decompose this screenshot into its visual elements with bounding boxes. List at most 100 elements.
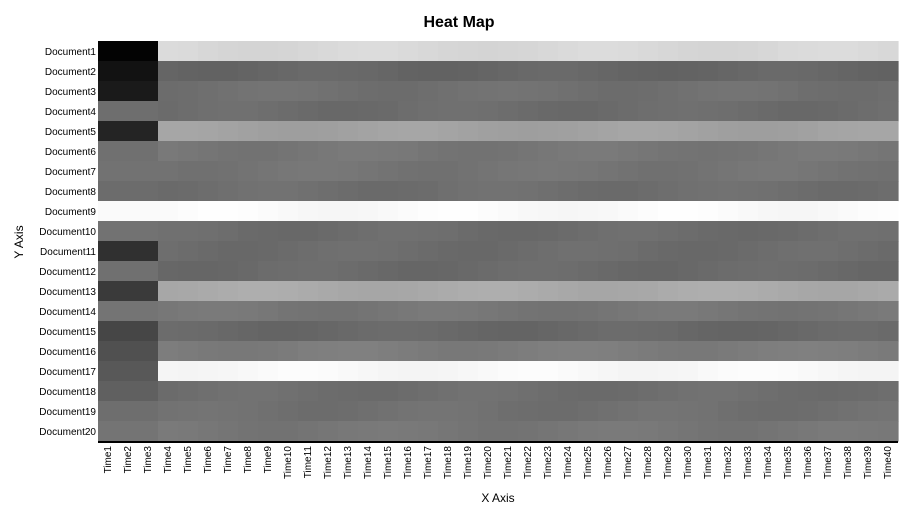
heatmap-cell	[418, 221, 439, 242]
heatmap-cell	[718, 321, 739, 342]
heatmap-cell	[98, 301, 119, 322]
heatmap-cell	[638, 281, 659, 302]
heatmap-cell	[478, 381, 499, 402]
heatmap-cell	[458, 241, 479, 262]
heatmap-cell	[498, 101, 519, 122]
x-tick-label: Time4	[163, 446, 174, 474]
heatmap-cell	[858, 321, 879, 342]
heatmap-cell	[818, 41, 839, 62]
heatmap-cell	[298, 121, 319, 142]
heatmap-cell	[498, 61, 519, 82]
heatmap-cell	[358, 261, 379, 282]
heatmap-cell	[538, 261, 559, 282]
heatmap-cell	[698, 261, 719, 282]
heatmap-cell	[438, 261, 459, 282]
heatmap-cell	[298, 341, 319, 362]
heatmap-cell	[678, 281, 699, 302]
heatmap-cell	[818, 261, 839, 282]
heatmap-cell	[538, 281, 559, 302]
heatmap-cell	[558, 221, 579, 242]
heatmap-cell	[138, 41, 159, 62]
heatmap-cell	[738, 141, 759, 162]
heatmap-cell	[478, 141, 499, 162]
heatmap-cell	[278, 241, 299, 262]
heatmap-cell	[698, 361, 719, 382]
heatmap-cell	[458, 101, 479, 122]
heatmap-cell	[258, 201, 279, 222]
heatmap-cell	[118, 161, 139, 182]
heatmap-cell	[358, 101, 379, 122]
heatmap-cell	[858, 381, 879, 402]
heatmap-cell	[618, 161, 639, 182]
heatmap-cell	[498, 201, 519, 222]
heatmap-cell	[158, 321, 179, 342]
heatmap-cell	[738, 421, 759, 442]
heatmap-cell	[458, 61, 479, 82]
heatmap-cell	[818, 381, 839, 402]
heatmap-cell	[298, 161, 319, 182]
heatmap-cell	[578, 101, 599, 122]
x-tick-label: Time8	[243, 446, 254, 474]
y-tick-label: Document8	[45, 187, 97, 198]
y-tick-label: Document12	[39, 267, 96, 278]
heatmap-cell	[818, 361, 839, 382]
heatmap-cell	[518, 341, 539, 362]
heatmap-cell	[278, 281, 299, 302]
heatmap-cell	[558, 81, 579, 102]
heatmap-cell	[138, 61, 159, 82]
heatmap-cell	[518, 261, 539, 282]
heatmap-cell	[738, 221, 759, 242]
heatmap-cell	[838, 341, 859, 362]
heatmap-cell	[278, 101, 299, 122]
heatmap-cell	[798, 81, 819, 102]
y-tick-label: Document2	[45, 67, 97, 78]
y-tick-label: Document20	[39, 427, 96, 438]
heatmap-cell	[198, 281, 219, 302]
heatmap-cell	[238, 121, 259, 142]
heatmap-cell	[798, 141, 819, 162]
heatmap-cell	[438, 121, 459, 142]
heatmap-cell	[798, 301, 819, 322]
heatmap-cell	[138, 321, 159, 342]
y-tick-label: Document17	[39, 367, 96, 378]
heatmap-cell	[378, 401, 399, 422]
heatmap-cell	[698, 401, 719, 422]
heatmap-cell	[458, 281, 479, 302]
heatmap-cell	[158, 121, 179, 142]
heatmap-cell	[578, 401, 599, 422]
heatmap-cell	[558, 201, 579, 222]
heatmap-cell	[118, 121, 139, 142]
x-tick-label: Time30	[683, 446, 694, 479]
heatmap-cell	[278, 121, 299, 142]
heatmap-cell	[878, 421, 899, 442]
heatmap-cell	[798, 341, 819, 362]
heatmap-cell	[718, 101, 739, 122]
heatmap-cell	[98, 401, 119, 422]
heatmap-cell	[598, 261, 619, 282]
heatmap-cell	[538, 421, 559, 442]
heatmap-cell	[858, 401, 879, 422]
heatmap-cell	[338, 361, 359, 382]
heatmap-cell	[518, 121, 539, 142]
heatmap-cell	[798, 61, 819, 82]
heatmap-cell	[278, 321, 299, 342]
heatmap-cell	[438, 181, 459, 202]
heatmap-cell	[278, 141, 299, 162]
heatmap-cell	[398, 301, 419, 322]
heatmap-cell	[838, 101, 859, 122]
heatmap-cell	[758, 381, 779, 402]
heatmap-cell	[358, 321, 379, 342]
heatmap-cell	[578, 301, 599, 322]
heatmap-cell	[778, 321, 799, 342]
heatmap-cell	[318, 281, 339, 302]
heatmap-cell	[218, 321, 239, 342]
heatmap-cell	[418, 141, 439, 162]
heatmap-cell	[838, 41, 859, 62]
heatmap-cell	[538, 401, 559, 422]
heatmap-cell	[338, 381, 359, 402]
heatmap-cell	[438, 341, 459, 362]
heatmap-cell	[738, 61, 759, 82]
heatmap-cell	[678, 421, 699, 442]
heatmap-cell	[478, 121, 499, 142]
heatmap-cell	[218, 41, 239, 62]
